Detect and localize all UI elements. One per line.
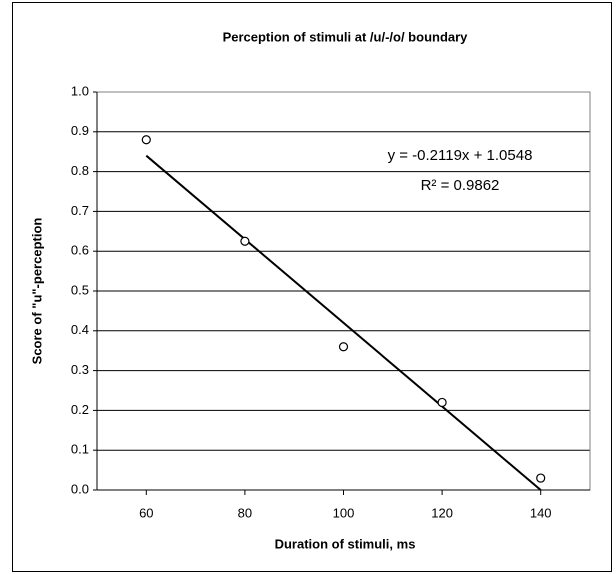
x-axis-title: Duration of stimuli, ms (275, 536, 416, 551)
y-tick-label: 0.6 (71, 243, 89, 258)
data-point (141, 135, 151, 145)
y-tick-label: 0.2 (71, 402, 89, 417)
r-squared: R² = 0.9862 (421, 177, 500, 194)
data-point (437, 397, 447, 408)
data-point (536, 473, 546, 483)
x-tick-label: 80 (238, 505, 252, 520)
data-point (240, 236, 250, 246)
data-point (338, 342, 349, 352)
y-tick-label: 0.1 (71, 442, 89, 457)
y-tick-label: 0.0 (71, 481, 89, 496)
x-tick-label: 60 (139, 505, 153, 520)
x-tick-label: 140 (530, 505, 552, 520)
chart-border (12, 2, 612, 572)
y-tick-label: 0.5 (71, 282, 89, 297)
y-tick-label: 0.3 (71, 362, 89, 377)
y-tick-label: 0.8 (71, 163, 89, 178)
equation: y = -0.2119x + 1.0548 (388, 147, 533, 164)
y-tick-label: 0.4 (71, 322, 89, 337)
trendline (145, 154, 542, 491)
y-axis-title: Score of "u"-perception (29, 218, 44, 365)
chart-title: Perception of stimuli at /u/-/o/ boundar… (223, 29, 469, 44)
x-tick-label: 100 (333, 505, 355, 520)
x-tick-label: 120 (431, 505, 453, 520)
y-tick-label: 1.0 (71, 83, 89, 98)
y-tick-label: 0.9 (71, 123, 89, 138)
y-tick-label: 0.7 (71, 203, 89, 218)
